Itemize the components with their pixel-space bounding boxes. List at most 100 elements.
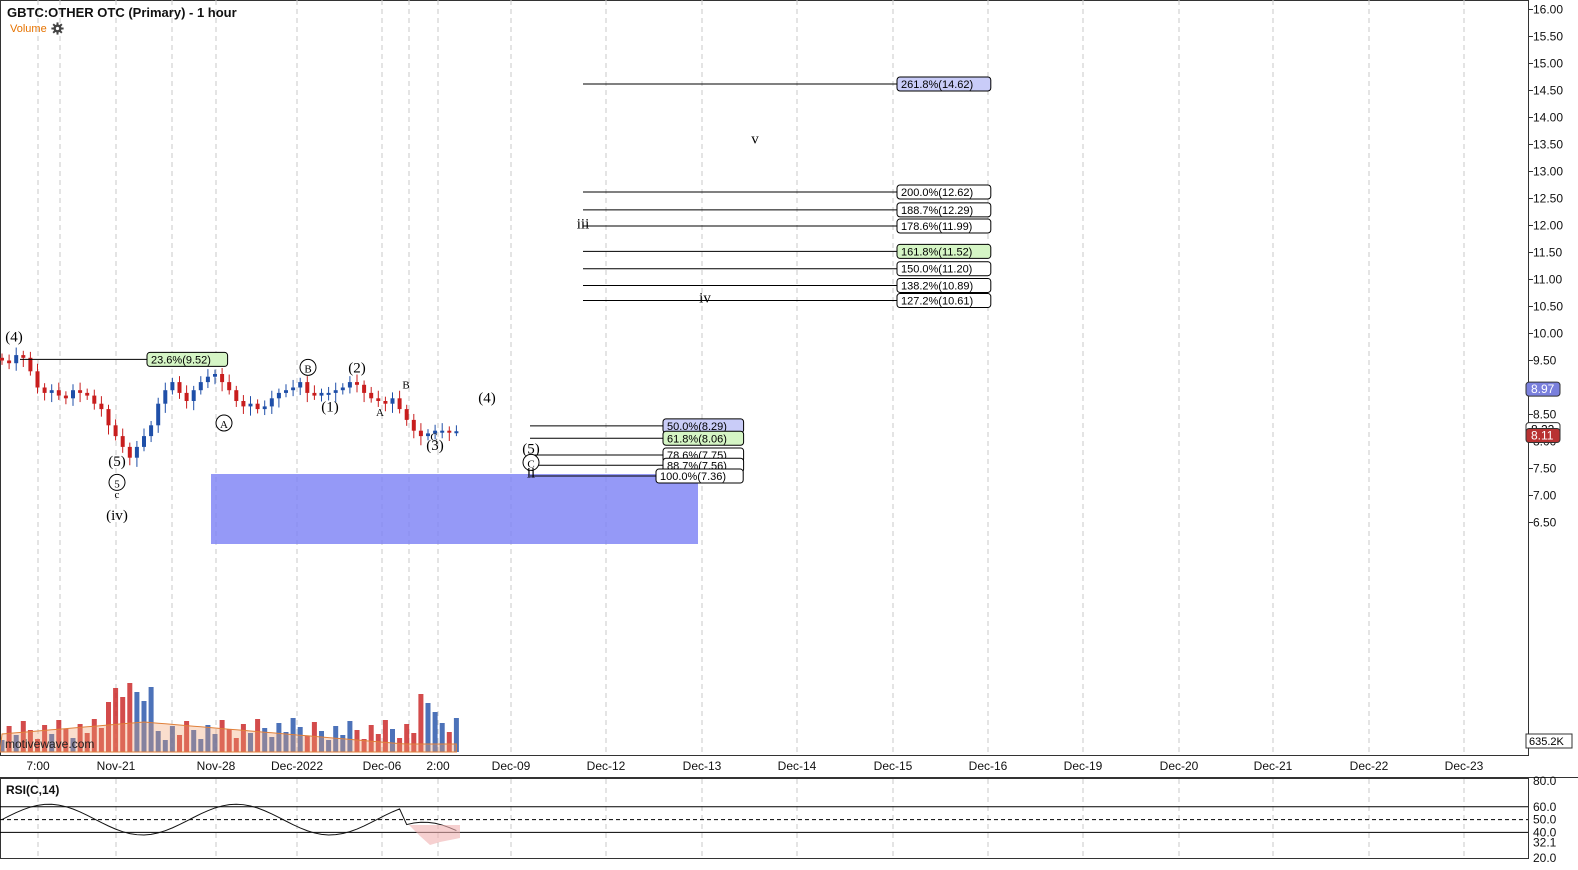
wave-label: (iv) [106,508,128,524]
volume-bar [42,725,48,752]
volume-bar [418,694,424,752]
candle-body [390,398,395,404]
wave-circle [522,453,540,471]
fib-zone [211,474,698,544]
time-tick-label: 2:00 [426,759,450,773]
candle-body [205,376,210,383]
wave-label: iv [699,291,711,307]
wave-label: B [304,363,311,375]
time-tick-label: Dec-20 [1160,759,1199,773]
candle-body [170,382,175,391]
candle-body [177,382,182,393]
candle-body [21,355,26,358]
candle-body [156,403,161,426]
time-tick-label: Nov-21 [97,759,136,773]
price-tick-label: 8.50 [1533,408,1557,422]
rsi-tick-label: 50.0 [1533,813,1557,827]
candle-body [56,390,61,396]
volume-bar [113,688,119,752]
candle-body [191,390,196,401]
volume-bar [184,721,190,752]
candle-body [113,425,118,437]
candle-body [213,374,217,377]
price-tick-label: 6.50 [1533,516,1557,530]
rsi-tick-label: 40.0 [1533,825,1557,839]
candle-body [276,392,281,399]
fib-extension-label-box [896,184,992,200]
wave-label: B [402,380,409,392]
volume-bar [6,726,12,752]
fib-extension-label: 161.8%(11.52) [901,246,972,258]
wave-label: C [527,458,534,470]
candle-body [7,360,12,364]
wave-circle [215,414,233,432]
candle-body [319,392,324,396]
candle-body [440,430,445,433]
wave-label: (1) [321,399,339,415]
candle-body [426,433,430,437]
volume-bar [134,692,140,752]
rsi-line [1,803,457,836]
time-tick-label: Dec-14 [778,759,817,773]
wave-circle [108,473,126,491]
fib-extension-label-box [896,243,992,259]
rsi-title: RSI(C,14) [6,783,60,797]
candle-body [163,390,168,404]
candle-body [63,395,68,399]
candle-body [362,384,367,393]
candle-body [418,430,423,437]
price-tick-label: 12.00 [1533,219,1563,233]
wave-label: ii [527,466,535,482]
upper-retracement-label-box [146,351,229,367]
volume-bar [219,720,225,752]
volume-bar [446,732,452,752]
volume-bar [0,740,5,752]
candle-body [369,392,374,399]
volume-bar [198,739,204,752]
wave-label: (5) [108,454,126,470]
fib-extension-label-box [896,277,992,293]
candle-body [340,387,345,391]
fib-extension-label-box [896,202,992,218]
candle-body [255,403,260,410]
time-tick-label: Dec-21 [1254,759,1293,773]
volume-bar [375,734,381,752]
candle-body [411,419,416,431]
wave-label: A [220,419,228,431]
rsi-tick-label: 60.0 [1533,800,1557,814]
volume-label[interactable]: Volume [10,22,47,35]
fib-extension-label-box [896,261,992,277]
volume-bar [283,732,289,752]
candle-body [142,436,146,447]
price-tick-label: 11.00 [1533,273,1562,287]
volume-bar [397,738,403,752]
volume-bar [148,687,154,752]
volume-bar [382,720,388,752]
volume-ma-area [0,721,457,753]
volume-bar [319,731,324,752]
volume-bar [205,725,211,752]
wave-label: (2) [348,360,366,376]
candle-body [248,403,253,407]
volume-bar [368,725,374,752]
volume-bar [276,723,282,752]
time-tick-label: Dec-15 [874,759,913,773]
volume-bar [84,733,90,752]
volume-bar [63,729,69,752]
volume-bar [70,738,76,752]
wave-label: (5) [522,441,540,457]
candle-body [347,382,352,388]
candle-body [227,382,232,391]
candle-body [291,387,296,391]
volume-bar [411,733,417,752]
volume-tag [1525,733,1573,749]
volume-bar [262,728,268,752]
price-tick-label: 13.00 [1533,165,1563,179]
fib-extension-label-box [896,293,992,309]
fib-extension-label-box [896,76,992,92]
gear-icon[interactable] [51,22,64,35]
price-tick-label: 7.50 [1533,462,1557,476]
volume-bar [212,734,218,752]
